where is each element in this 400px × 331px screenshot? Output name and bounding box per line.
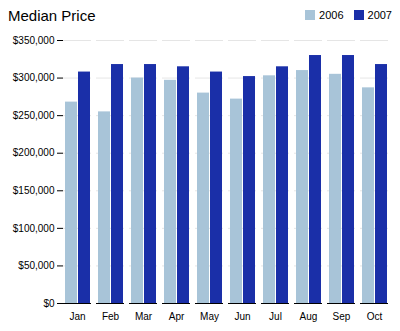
svg-text:May: May [200, 311, 219, 322]
html-text:Median Price: Median Price [8, 6, 96, 24]
svg-text:$50,000: $50,000 [18, 260, 55, 271]
svg-text:Jan: Jan [69, 311, 85, 322]
svg-text:$250,000: $250,000 [13, 110, 55, 121]
svg-text:Aug: Aug [300, 311, 318, 322]
svg-text:Jul: Jul [269, 311, 282, 322]
svg-text:$350,000: $350,000 [13, 35, 55, 46]
svg-text:$0: $0 [43, 298, 55, 309]
svg-text:$300,000: $300,000 [13, 72, 55, 83]
svg-text:Jun: Jun [234, 311, 250, 322]
svg-text:Sep: Sep [333, 311, 351, 322]
svg-text:Feb: Feb [102, 311, 120, 322]
svg-text:$100,000: $100,000 [13, 223, 55, 234]
html-text:2007: 2007 [367, 9, 392, 21]
svg-text:Mar: Mar [135, 311, 153, 322]
svg-text:Apr: Apr [169, 311, 185, 322]
svg-text:Oct: Oct [367, 311, 383, 322]
html-text:2006: 2006 [319, 9, 344, 21]
svg-text:$150,000: $150,000 [13, 185, 55, 196]
svg-text:$200,000: $200,000 [13, 147, 55, 158]
